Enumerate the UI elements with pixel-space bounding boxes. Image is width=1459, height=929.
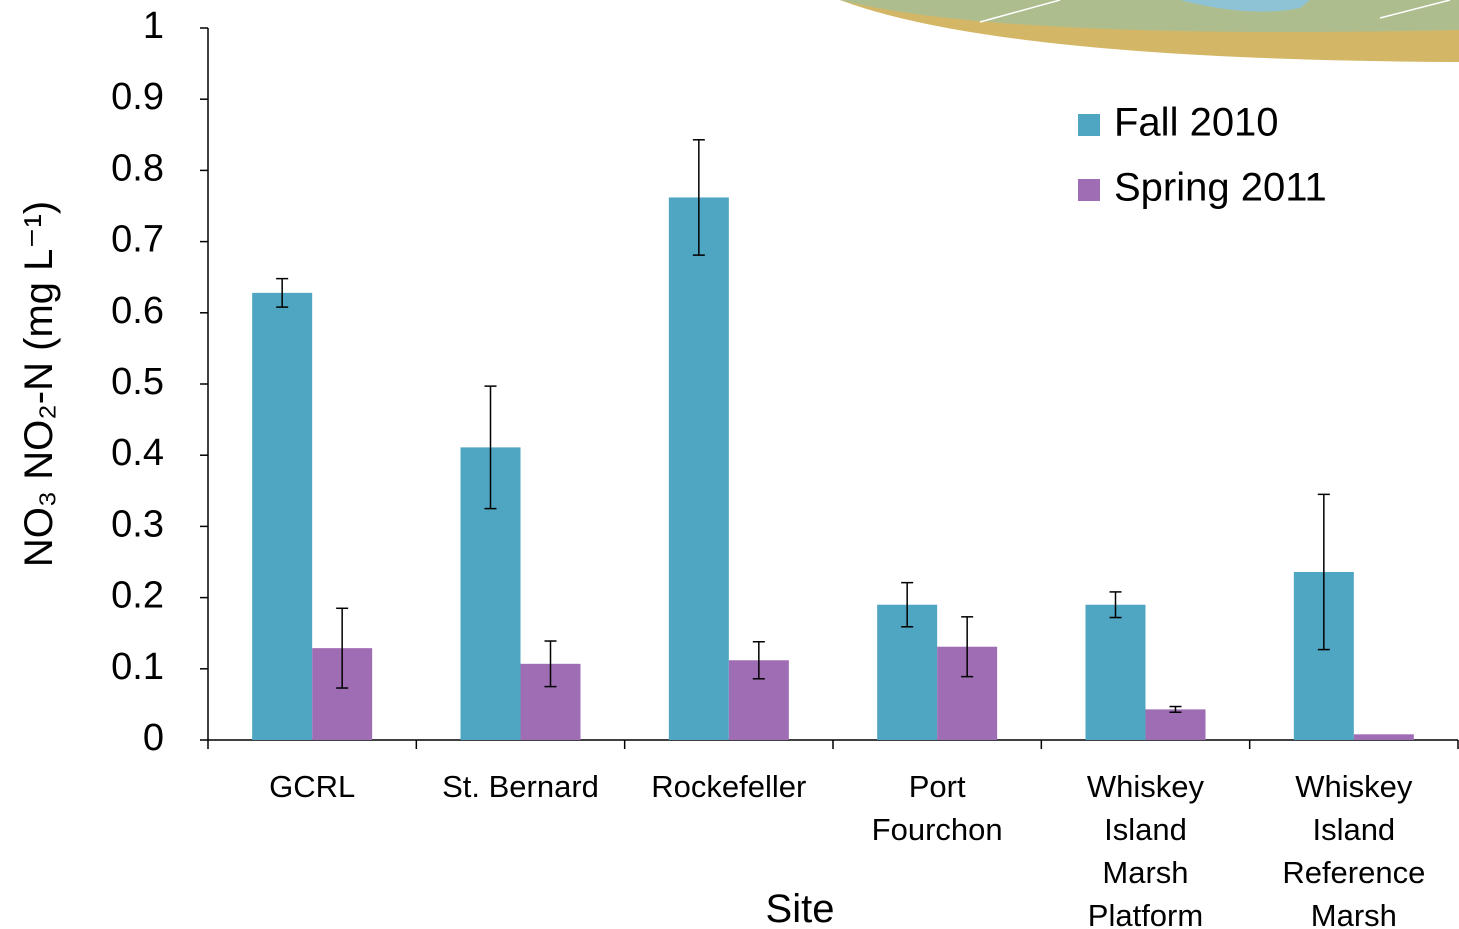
- error-bar: [961, 616, 974, 678]
- x-tick-label-line: St. Bernard: [442, 769, 599, 804]
- error-bar: [544, 640, 557, 688]
- legend-label: Fall 2010: [1114, 101, 1279, 145]
- x-tick-label-line: Reference: [1282, 855, 1425, 890]
- error-bar: [336, 607, 349, 689]
- x-tick-label-line: Platform: [1088, 898, 1203, 929]
- y-tick-label: 0.9: [111, 76, 164, 118]
- x-tick-label: Whiskey Island Reference Marsh: [1282, 769, 1425, 929]
- y-tick-label: 0.3: [111, 503, 164, 545]
- x-tick-label-line: Whiskey: [1295, 769, 1413, 804]
- legend-label: Spring 2011: [1114, 166, 1327, 210]
- y-tick-label: 0.6: [111, 290, 164, 332]
- error-bar: [1109, 591, 1122, 619]
- x-tick-label: Rockefeller: [651, 769, 806, 804]
- x-tick-label: Port Fourchon: [872, 769, 1003, 847]
- x-tick-label-line: Port: [909, 769, 966, 804]
- bar: [1145, 709, 1206, 740]
- x-tick-label-line: Marsh: [1102, 855, 1188, 890]
- error-bar: [1169, 705, 1182, 713]
- x-tick-label: Whiskey Island Marsh Platform: [1087, 769, 1205, 929]
- y-tick-label: 0.4: [111, 432, 164, 474]
- y-tick-label: 0.5: [111, 361, 164, 403]
- y-axis-title: NO₃ NO₂-N (mg L⁻¹): [17, 201, 61, 567]
- y-tick-label: 1: [143, 5, 164, 47]
- error-bar: [752, 640, 765, 680]
- error-bar: [484, 385, 497, 510]
- x-axis-title: Site: [766, 887, 835, 929]
- x-tick-label: St. Bernard: [442, 769, 599, 804]
- error-bar: [692, 139, 705, 256]
- bar: [1353, 734, 1414, 740]
- x-tick-label-line: Whiskey: [1087, 769, 1205, 804]
- x-tick-label-line: Marsh: [1311, 898, 1397, 929]
- bar: [668, 197, 729, 740]
- y-tick-label: 0: [143, 717, 164, 759]
- y-tick-label: 0.1: [111, 646, 164, 688]
- y-tick-label: 0.2: [111, 575, 164, 617]
- bar: [252, 292, 313, 740]
- legend-swatch: [1078, 114, 1100, 136]
- legend-swatch: [1078, 179, 1100, 201]
- y-tick-label: 0.7: [111, 219, 164, 261]
- x-tick-label-line: Island: [1312, 812, 1395, 847]
- error-bar: [276, 277, 289, 308]
- x-tick-label-line: Island: [1104, 812, 1187, 847]
- y-tick-label: 0.8: [111, 147, 164, 189]
- x-tick-label: GCRL: [269, 769, 355, 804]
- x-tick-label-line: Rockefeller: [651, 769, 806, 804]
- x-tick-label-line: GCRL: [269, 769, 355, 804]
- error-bar: [901, 581, 914, 628]
- x-tick-label-line: Fourchon: [872, 812, 1003, 847]
- decoration: [840, 0, 1459, 62]
- error-bar: [1317, 493, 1330, 651]
- bar: [1085, 604, 1146, 740]
